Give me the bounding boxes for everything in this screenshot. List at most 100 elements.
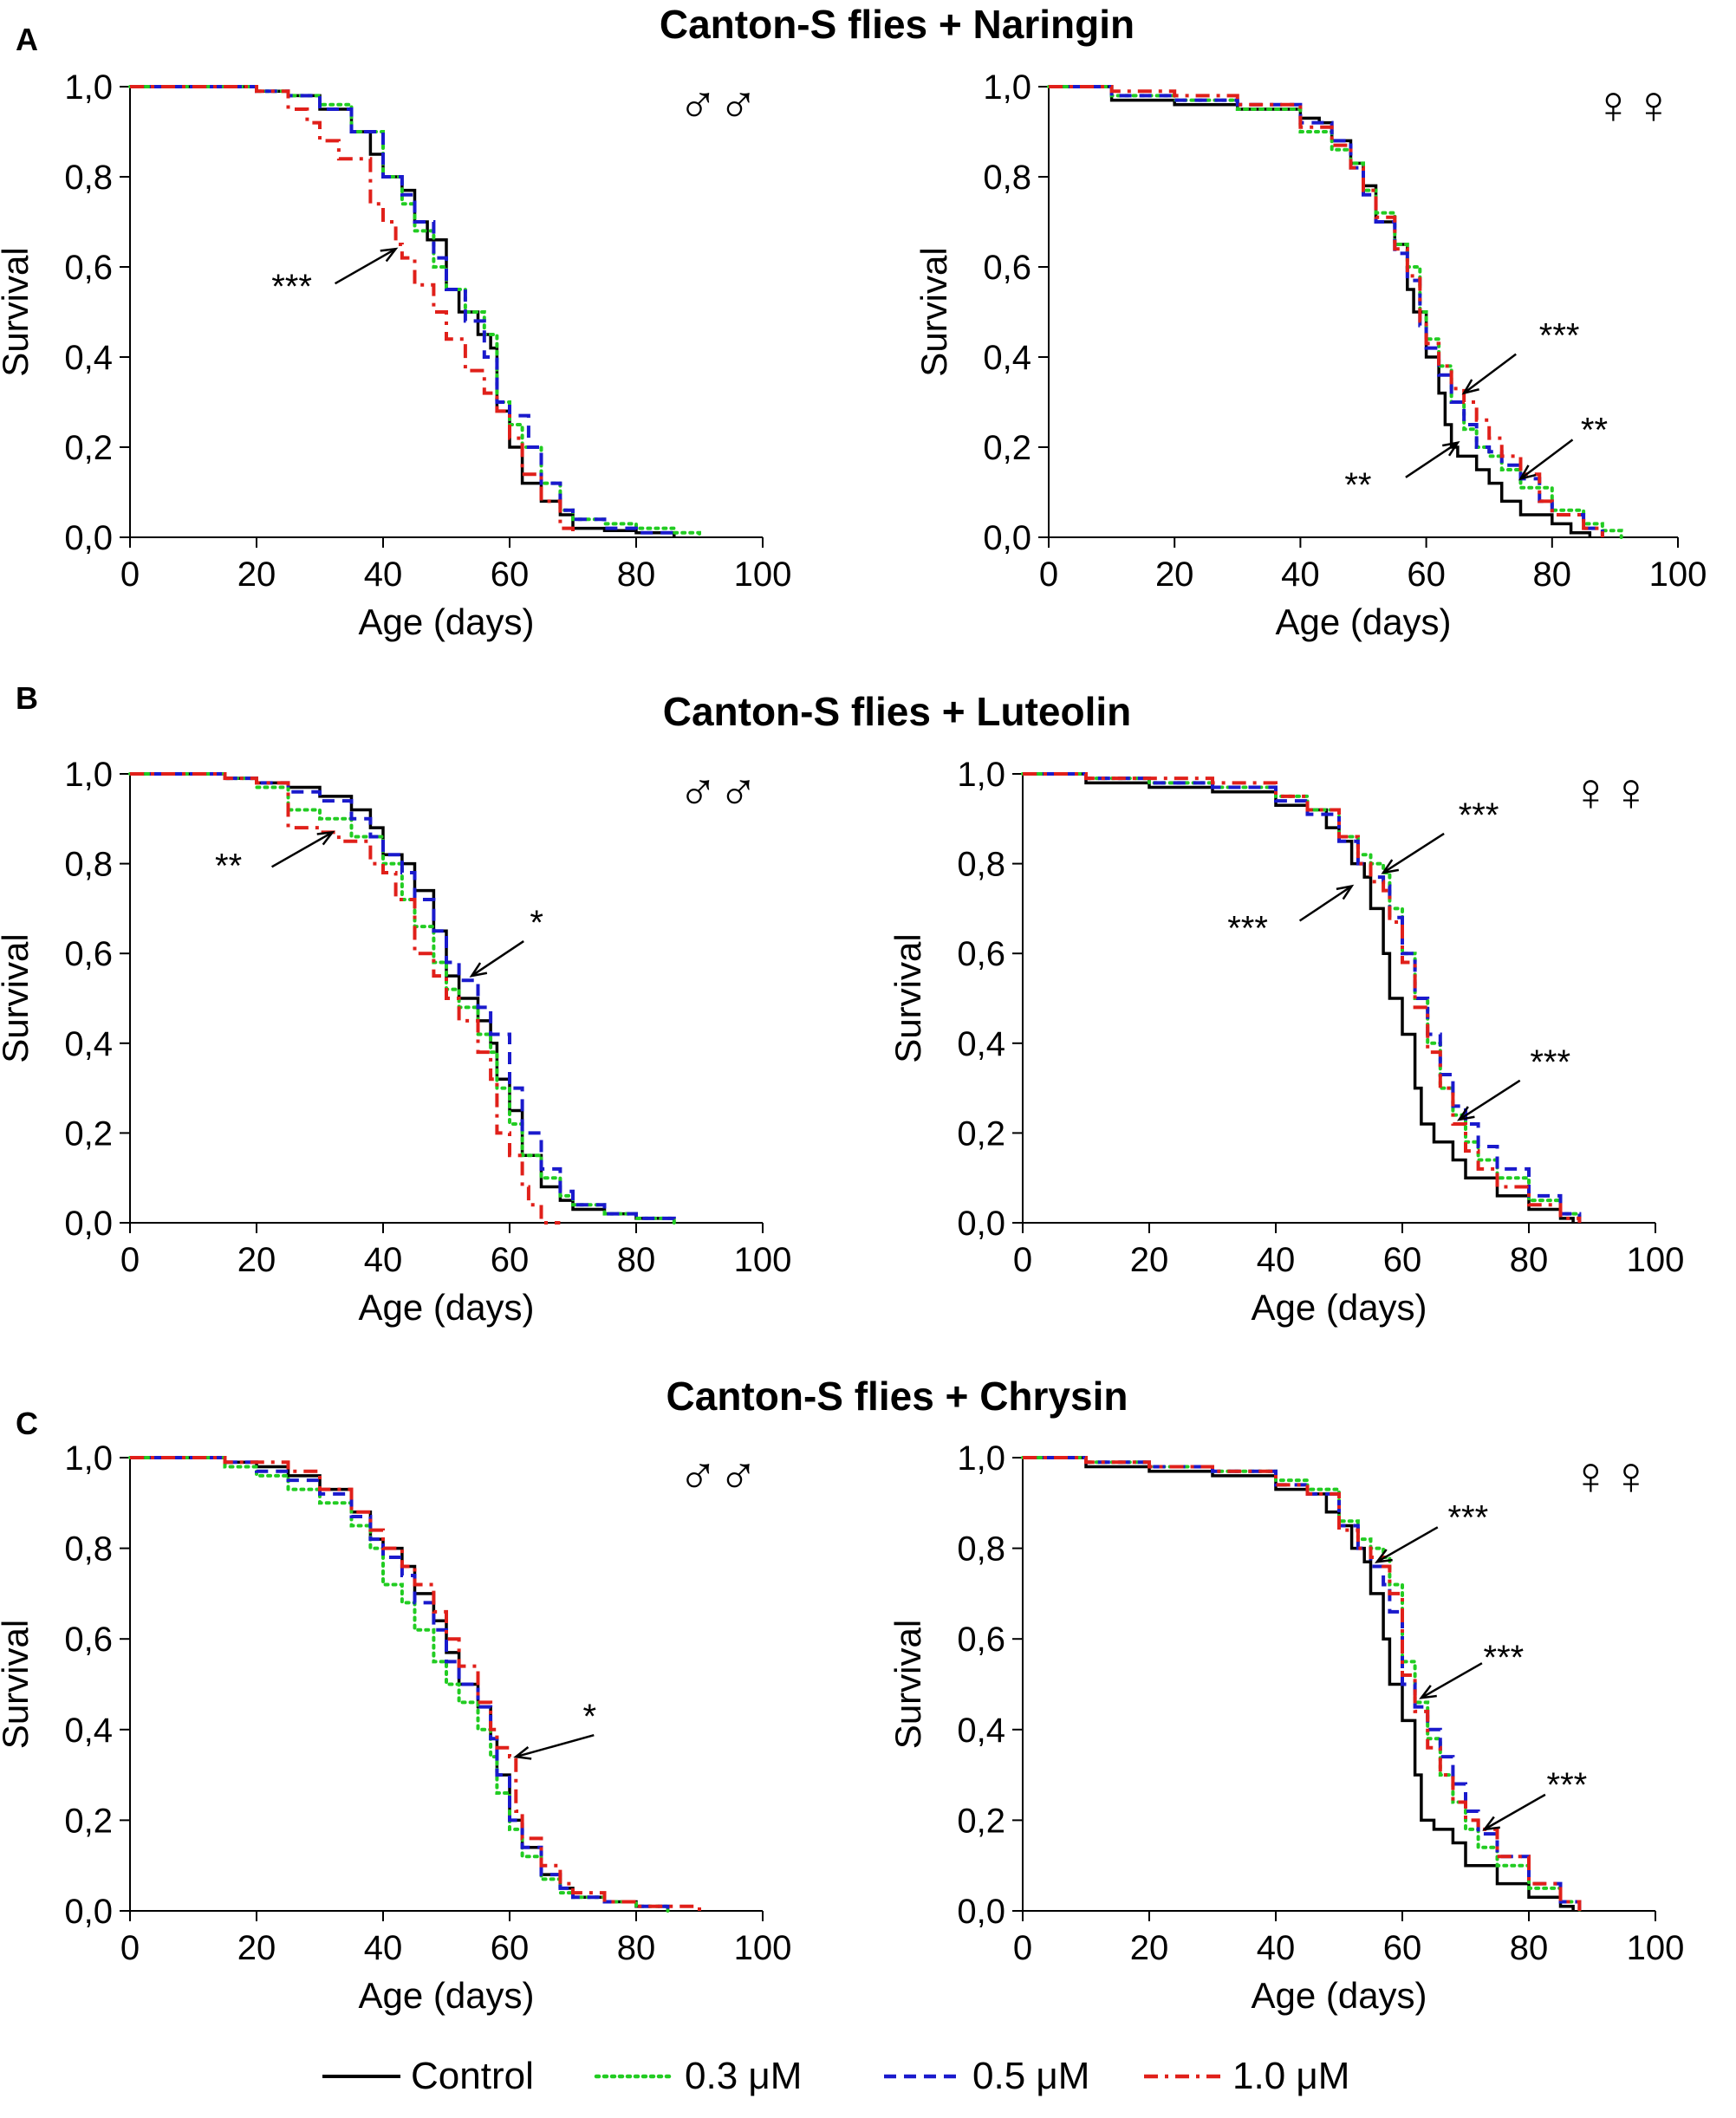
- male-symbol: ♂♂: [678, 763, 758, 822]
- annotation-arrow: [1405, 441, 1459, 478]
- x-tick-label: 40: [1257, 1929, 1296, 1967]
- significance-label: **: [215, 847, 242, 885]
- x-tick-label: 20: [1130, 1929, 1169, 1967]
- male-symbol: ♂♂: [678, 1446, 758, 1506]
- panel-label: B: [16, 680, 38, 716]
- annotation-arrowhead: [1375, 1549, 1393, 1563]
- significance-label: ***: [1227, 910, 1268, 948]
- annotation-arrow: [1519, 439, 1574, 480]
- x-tick-label: 100: [734, 1929, 792, 1967]
- annotation-arrow: [1463, 353, 1517, 394]
- annotation-arrow: [471, 940, 524, 978]
- series-control-curve: [130, 772, 676, 1223]
- x-tick-label: 20: [1130, 1241, 1169, 1279]
- female-symbol: ♀♀: [1593, 75, 1674, 135]
- y-tick-label: 0,8: [983, 159, 1031, 197]
- x-axis-label: Age (days): [1275, 601, 1451, 642]
- annotation-arrowhead: [1381, 859, 1400, 874]
- annotation-arrowhead: [1518, 465, 1537, 481]
- y-tick-label: 0,0: [957, 1893, 1005, 1931]
- significance-label: ***: [1459, 796, 1499, 835]
- annotation-arrow: [334, 248, 397, 285]
- series-1-0-m-curve: [1023, 1456, 1582, 1911]
- x-tick-label: 0: [1013, 1241, 1032, 1279]
- survival-panel-1-male: 0 20 40 60 80 100 0,0 0,2 0,4 0,6 0,8 1,0 Age (days)…: [0, 68, 791, 642]
- x-tick-label: 60: [1383, 1929, 1422, 1967]
- y-tick-label: 0,8: [957, 846, 1005, 884]
- legend-label: 0.3 μM: [685, 2055, 802, 2097]
- x-tick-label: 20: [237, 1929, 276, 1967]
- series-1-0-m-curve: [1023, 772, 1582, 1223]
- series-1-0-m-curve: [130, 1456, 701, 1911]
- series-0-3-m-curve: [1021, 772, 1582, 1225]
- row-title: Canton-S flies + Naringin: [660, 2, 1135, 47]
- x-tick-label: 0: [120, 1929, 140, 1967]
- x-axis-label: Age (days): [358, 601, 534, 642]
- y-tick-label: 0,2: [64, 1802, 113, 1840]
- x-tick-label: 20: [237, 555, 276, 594]
- series-0-5-m-curve: [130, 772, 676, 1223]
- y-tick-label: 0,4: [957, 1712, 1005, 1750]
- x-tick-label: 0: [120, 1241, 140, 1279]
- y-tick-label: 0,0: [957, 1205, 1005, 1243]
- y-tick-label: 0,2: [983, 429, 1031, 467]
- y-tick-label: 0,0: [64, 519, 113, 557]
- significance-label: ***: [1530, 1043, 1570, 1082]
- legend-label: 1.0 μM: [1232, 2055, 1349, 2097]
- significance-label: ***: [1447, 1498, 1488, 1537]
- series-1-0-m-curve: [1049, 85, 1604, 537]
- y-tick-label: 0,4: [64, 339, 113, 377]
- y-axis-label: Survival: [914, 247, 954, 376]
- y-tick-label: 0,6: [64, 249, 113, 287]
- x-tick-label: 60: [491, 1929, 530, 1967]
- survival-panel-2-female: 0 20 40 60 80 100 0,0 0,2 0,4 0,6 0,8 1,0 Age (days)…: [914, 68, 1707, 642]
- x-tick-label: 60: [491, 555, 530, 594]
- y-tick-label: 0,6: [64, 935, 113, 973]
- x-tick-label: 100: [1627, 1241, 1685, 1279]
- y-tick-label: 1,0: [957, 756, 1005, 794]
- y-tick-label: 1,0: [957, 1439, 1005, 1478]
- x-axis-label: Age (days): [358, 1287, 534, 1328]
- legend-label: 0.5 μM: [972, 2055, 1089, 2097]
- series-0-3-m-curve: [128, 85, 701, 539]
- series-0-5-m-curve: [130, 1456, 670, 1911]
- y-axis-label: Survival: [0, 1620, 36, 1749]
- x-tick-label: 0: [1013, 1929, 1032, 1967]
- series-0-3-m-curve: [128, 1456, 670, 1913]
- y-tick-label: 0,0: [64, 1205, 113, 1243]
- x-tick-label: 40: [364, 555, 403, 594]
- series-0-5-m-curve: [130, 85, 676, 537]
- y-tick-label: 0,8: [64, 846, 113, 884]
- x-tick-label: 80: [1510, 1241, 1549, 1279]
- survival-panel-3-male: 0 20 40 60 80 100 0,0 0,2 0,4 0,6 0,8 1,0 Age (days)…: [0, 756, 791, 1328]
- annotation-arrowhead: [1461, 379, 1479, 395]
- annotation-arrow: [1298, 885, 1353, 922]
- annotation-arrowhead: [1441, 441, 1460, 457]
- y-tick-label: 0,4: [983, 339, 1031, 377]
- series-1-0-m-curve: [130, 85, 575, 537]
- series-0-5-m-curve: [1023, 772, 1582, 1223]
- row-title: Canton-S flies + Luteolin: [663, 689, 1132, 734]
- x-tick-label: 0: [1039, 555, 1058, 594]
- x-tick-label: 20: [1155, 555, 1194, 594]
- x-axis-label: Age (days): [1251, 1975, 1427, 2016]
- x-tick-label: 100: [1649, 555, 1707, 594]
- annotation-arrowhead: [513, 1746, 532, 1760]
- y-tick-label: 0,6: [64, 1621, 113, 1659]
- y-tick-label: 0,0: [983, 519, 1031, 557]
- series-control-curve: [130, 1456, 670, 1911]
- x-tick-label: 80: [617, 1929, 656, 1967]
- y-axis-label: Survival: [0, 247, 36, 376]
- y-tick-label: 0,6: [983, 249, 1031, 287]
- series-0-3-m-curve: [128, 772, 676, 1225]
- annotation-arrow: [1484, 1793, 1546, 1830]
- x-tick-label: 60: [491, 1241, 530, 1279]
- x-tick-label: 100: [734, 1241, 792, 1279]
- x-tick-label: 40: [1281, 555, 1320, 594]
- significance-label: ***: [1539, 317, 1580, 355]
- series-0-3-m-curve: [1047, 85, 1623, 539]
- y-tick-label: 0,8: [64, 1530, 113, 1569]
- annotation-arrow: [1421, 1662, 1483, 1699]
- y-tick-label: 1,0: [64, 756, 113, 794]
- annotation-arrow: [515, 1733, 595, 1758]
